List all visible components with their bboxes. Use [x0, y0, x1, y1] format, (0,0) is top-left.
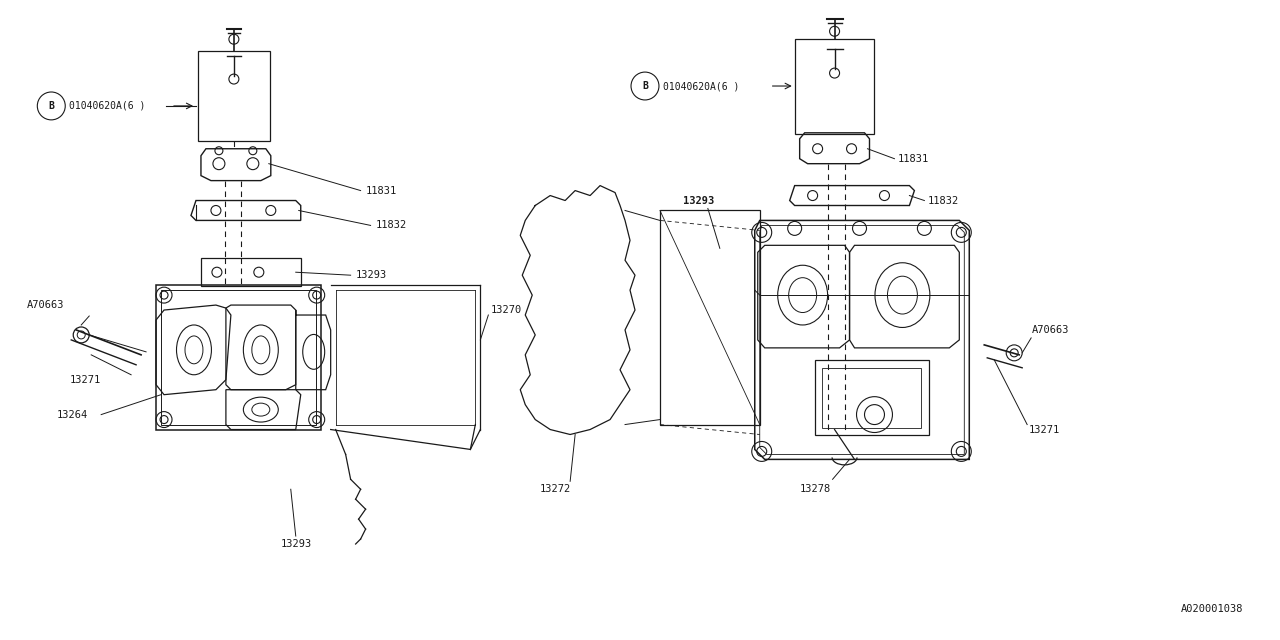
Text: 13293: 13293 [280, 539, 312, 549]
Text: 13270: 13270 [490, 305, 521, 315]
Text: 13278: 13278 [800, 484, 831, 494]
Text: 11831: 11831 [897, 154, 929, 164]
Bar [814, 360, 929, 435]
Text: 13264: 13264 [56, 410, 87, 420]
Text: 13293: 13293 [356, 270, 387, 280]
Bar [201, 259, 301, 286]
Bar [198, 51, 270, 141]
Text: 13293: 13293 [684, 196, 714, 205]
Text: B: B [49, 101, 54, 111]
Text: 13271: 13271 [69, 375, 101, 385]
Text: B: B [643, 81, 648, 91]
Bar [795, 39, 874, 134]
Text: A020001038: A020001038 [1181, 604, 1244, 614]
Text: 11832: 11832 [928, 196, 959, 205]
Text: 01040620A(6 ): 01040620A(6 ) [69, 101, 146, 111]
Text: 11831: 11831 [366, 186, 397, 196]
Bar [822, 368, 922, 428]
Bar [660, 211, 760, 424]
Text: A70663: A70663 [27, 300, 64, 310]
Text: 13272: 13272 [540, 484, 571, 494]
Text: 01040620A(6 ): 01040620A(6 ) [663, 81, 740, 91]
Text: A70663: A70663 [1032, 325, 1070, 335]
Text: 11832: 11832 [375, 220, 407, 230]
Text: 13271: 13271 [1029, 424, 1060, 435]
